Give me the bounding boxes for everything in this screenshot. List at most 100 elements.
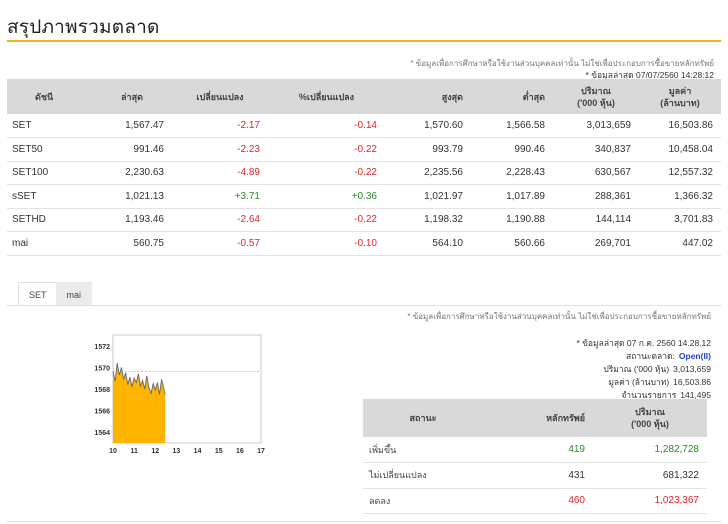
cell-value: 12,557.32: [639, 161, 721, 185]
tab-set[interactable]: SET: [18, 282, 58, 306]
cell-pct-change: -0.22: [268, 161, 385, 185]
cell-change: -0.57: [172, 231, 268, 256]
table-row: เพิ่มขึ้น 419 1,282,728: [363, 437, 707, 463]
index-link-set100[interactable]: SET100: [7, 161, 92, 185]
cell-securities: 460: [483, 488, 593, 514]
col-header-last: ล่าสุด: [92, 79, 172, 114]
index-name: mai: [7, 231, 92, 256]
cell-low: 560.66: [471, 231, 553, 256]
cell-low: 1,017.89: [471, 184, 553, 209]
tab-mai[interactable]: mai: [55, 282, 93, 306]
bottom-divider: [7, 521, 721, 522]
index-name: SET: [7, 114, 92, 138]
trades-value: 141,495: [680, 390, 711, 400]
cell-low: 1,190.88: [471, 208, 553, 232]
cell-value: 16,503.86: [639, 114, 721, 138]
cell-change: +3.71: [172, 184, 268, 209]
cell-value: 10,458.04: [639, 137, 721, 162]
market-tabs: SET mai: [18, 282, 93, 306]
cell-high: 564.10: [385, 231, 471, 256]
cell-volume: 144,114: [553, 208, 639, 232]
status-decline: ลดลง: [363, 488, 483, 514]
price-line: [112, 363, 166, 395]
cell-value: 3,701.83: [639, 208, 721, 232]
index-link-set50[interactable]: SET50: [7, 137, 92, 162]
cell-last: 560.75: [92, 231, 172, 256]
cell-volume: 288,361: [553, 184, 639, 209]
x-tick-label: 17: [257, 448, 265, 455]
cell-pct-change: +0.36: [268, 184, 385, 209]
table-row: SET50 991.46 -2.23 -0.22 993.79 990.46 3…: [7, 137, 721, 162]
volume-label: ปริมาณ ('000 หุ้น): [603, 364, 670, 374]
cell-last: 1,193.46: [92, 208, 172, 232]
value-row: มูลค่า (ล้านบาท) 16,503.86: [608, 375, 711, 389]
title-divider: [7, 40, 721, 42]
cell-volume: 1,023,367: [593, 488, 707, 514]
price-area: [113, 363, 166, 443]
last-updated-2: * ข้อมูลล่าสุด 07 ก.ค. 2560 14.28.12: [576, 338, 711, 348]
col-header-status: สถานะ: [363, 399, 483, 437]
cell-value: 1,366.32: [639, 184, 721, 209]
x-tick-label: 11: [130, 448, 138, 455]
table-row: SETHD 1,193.46 -2.64 -0.22 1,198.32 1,19…: [7, 208, 721, 232]
table-row: ไม่เปลี่ยนแปลง 431 681,322: [363, 462, 707, 489]
volume-value: 3,013,659: [673, 364, 711, 374]
value-value: 16,503.86: [673, 377, 711, 387]
cell-volume: 269,701: [553, 231, 639, 256]
disclaimer-note-2: * ข้อมูลเพื่อการศึกษาหรือใช้งานส่วนบุคคล…: [407, 312, 711, 321]
x-tick-label: 12: [151, 448, 159, 455]
trades-label: จำนวนรายการ: [621, 390, 677, 400]
col-header-pct-change: %เปลี่ยนแปลง: [268, 79, 385, 114]
cell-low: 990.46: [471, 137, 553, 162]
cell-securities: 419: [483, 437, 593, 463]
cell-low: 1,566.58: [471, 114, 553, 138]
y-tick-label: 1564: [94, 430, 110, 437]
value-label: มูลค่า (ล้านบาท): [608, 377, 670, 387]
table-row: mai 560.75 -0.57 -0.10 564.10 560.66 269…: [7, 231, 721, 256]
col-header-low: ต่ำสุด: [471, 79, 553, 114]
table-row: SET 1,567.47 -2.17 -0.14 1,570.60 1,566.…: [7, 114, 721, 138]
disclaimer-note: * ข้อมูลเพื่อการศึกษาหรือใช้งานส่วนบุคคล…: [410, 59, 714, 68]
cell-change: -2.64: [172, 208, 268, 232]
cell-change: -4.89: [172, 161, 268, 185]
market-index-table: ดัชนี ล่าสุด เปลี่ยนแปลง %เปลี่ยนแปลง สู…: [7, 79, 721, 256]
advance-decline-table: สถานะ หลักทรัพย์ ปริมาณ ('000 หุ้น) เพิ่…: [363, 399, 707, 514]
cell-high: 1,570.60: [385, 114, 471, 138]
cell-pct-change: -0.22: [268, 208, 385, 232]
cell-high: 1,021.97: [385, 184, 471, 209]
y-tick-label: 1566: [94, 409, 110, 416]
y-tick-label: 1568: [94, 387, 110, 394]
market-status-row: สถานะตลาด: Open(II): [626, 349, 711, 363]
col-header-securities: หลักทรัพย์: [483, 399, 593, 437]
status-unchanged: ไม่เปลี่ยนแปลง: [363, 462, 483, 489]
cell-change: -2.23: [172, 137, 268, 162]
cell-change: -2.17: [172, 114, 268, 138]
table-row: ลดลง 460 1,023,367: [363, 488, 707, 514]
intraday-chart: 1572 1570 1568 1566 1564 10 11 12 13 14 15 16 17: [86, 325, 276, 457]
index-link-sset[interactable]: sSET: [7, 184, 92, 209]
col-header-value: มูลค่า (ล้านบาท): [639, 79, 721, 114]
y-tick-label: 1570: [94, 365, 110, 372]
volume-row: ปริมาณ ('000 หุ้น) 3,013,659: [603, 362, 711, 376]
intraday-chart-svg: 1572 1570 1568 1566 1564 10 11 12 13 14 15 16 17: [94, 334, 265, 455]
col-header-volume: ปริมาณ ('000 หุ้น): [553, 79, 639, 114]
col-header-high: สูงสุด: [385, 79, 471, 114]
col-header-summary-volume: ปริมาณ ('000 หุ้น): [593, 399, 707, 437]
cell-value: 447.02: [639, 231, 721, 256]
market-status-label: สถานะตลาด:: [626, 351, 675, 361]
cell-securities: 431: [483, 462, 593, 489]
x-tick-label: 15: [215, 448, 223, 455]
tab-divider: [7, 305, 721, 306]
cell-high: 993.79: [385, 137, 471, 162]
table-row: sSET 1,021.13 +3.71 +0.36 1,021.97 1,017…: [7, 184, 721, 209]
table-row: SET100 2,230.63 -4.89 -0.22 2,235.56 2,2…: [7, 161, 721, 185]
cell-volume: 681,322: [593, 462, 707, 489]
cell-last: 2,230.63: [92, 161, 172, 185]
market-table-header: ดัชนี ล่าสุด เปลี่ยนแปลง %เปลี่ยนแปลง สู…: [7, 79, 721, 114]
index-link-sethd[interactable]: SETHD: [7, 208, 92, 232]
x-tick-label: 14: [194, 448, 202, 455]
cell-pct-change: -0.14: [268, 114, 385, 138]
cell-last: 1,567.47: [92, 114, 172, 138]
last-updated: * ข้อมูลล่าสุด 07/07/2560 14:28:12: [585, 70, 714, 80]
x-tick-label: 16: [236, 448, 244, 455]
